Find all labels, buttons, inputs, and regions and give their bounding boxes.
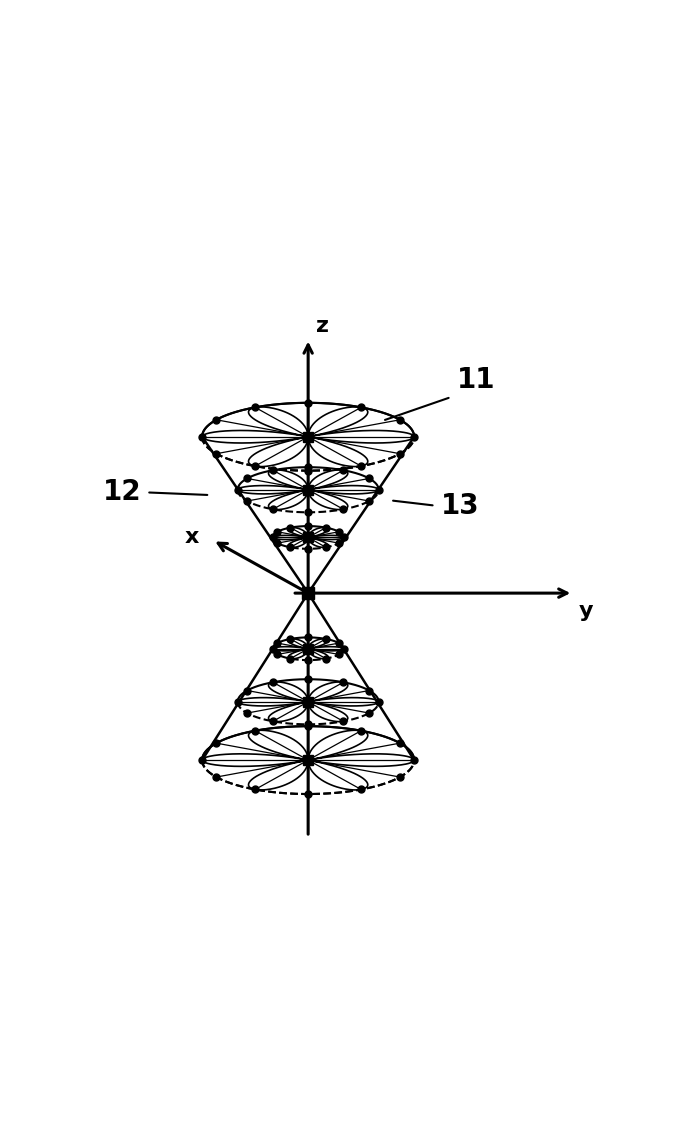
Text: 12: 12: [103, 479, 141, 506]
Text: 13: 13: [440, 491, 479, 520]
Text: x: x: [185, 527, 200, 547]
Text: y: y: [579, 601, 593, 621]
Text: z: z: [316, 315, 329, 336]
Text: 11: 11: [457, 366, 495, 394]
